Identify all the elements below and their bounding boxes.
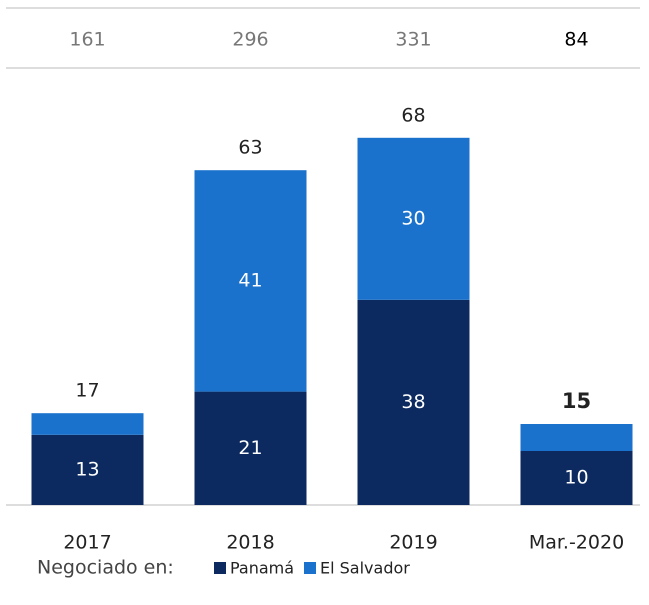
total-label: 15 [562, 389, 591, 413]
total-label: 17 [75, 380, 99, 402]
legend-label: El Salvador [320, 559, 410, 578]
top-value: 84 [564, 29, 588, 51]
bar-label: 13 [75, 458, 99, 480]
top-value: 161 [69, 29, 105, 51]
bar-label: 10 [564, 467, 588, 489]
x-tick-label: Mar.-2020 [529, 532, 624, 554]
x-tick-label: 2018 [226, 532, 274, 554]
bar-segment [520, 451, 633, 505]
bar-label: 21 [238, 437, 262, 459]
bar-segment [194, 170, 307, 392]
legend-title: Negociado en: [37, 557, 174, 579]
total-label: 68 [401, 104, 425, 126]
bar-label: 38 [401, 391, 425, 413]
top-value: 296 [232, 29, 268, 51]
bar-segment [194, 391, 307, 505]
bar-segment [357, 137, 470, 300]
legend-label: Panamá [230, 559, 294, 578]
bar-segment [357, 299, 470, 505]
bar-segment [31, 413, 144, 435]
x-tick-label: 2019 [389, 532, 437, 554]
top-value: 331 [395, 29, 431, 51]
bar-segment [520, 424, 633, 451]
legend-swatch [214, 562, 226, 574]
bar-segment [31, 434, 144, 505]
bar-label: 41 [238, 269, 262, 291]
legend-swatch [304, 562, 316, 574]
total-label: 63 [238, 137, 262, 159]
x-tick-label: 2017 [63, 532, 111, 554]
bar-label: 30 [401, 207, 425, 229]
